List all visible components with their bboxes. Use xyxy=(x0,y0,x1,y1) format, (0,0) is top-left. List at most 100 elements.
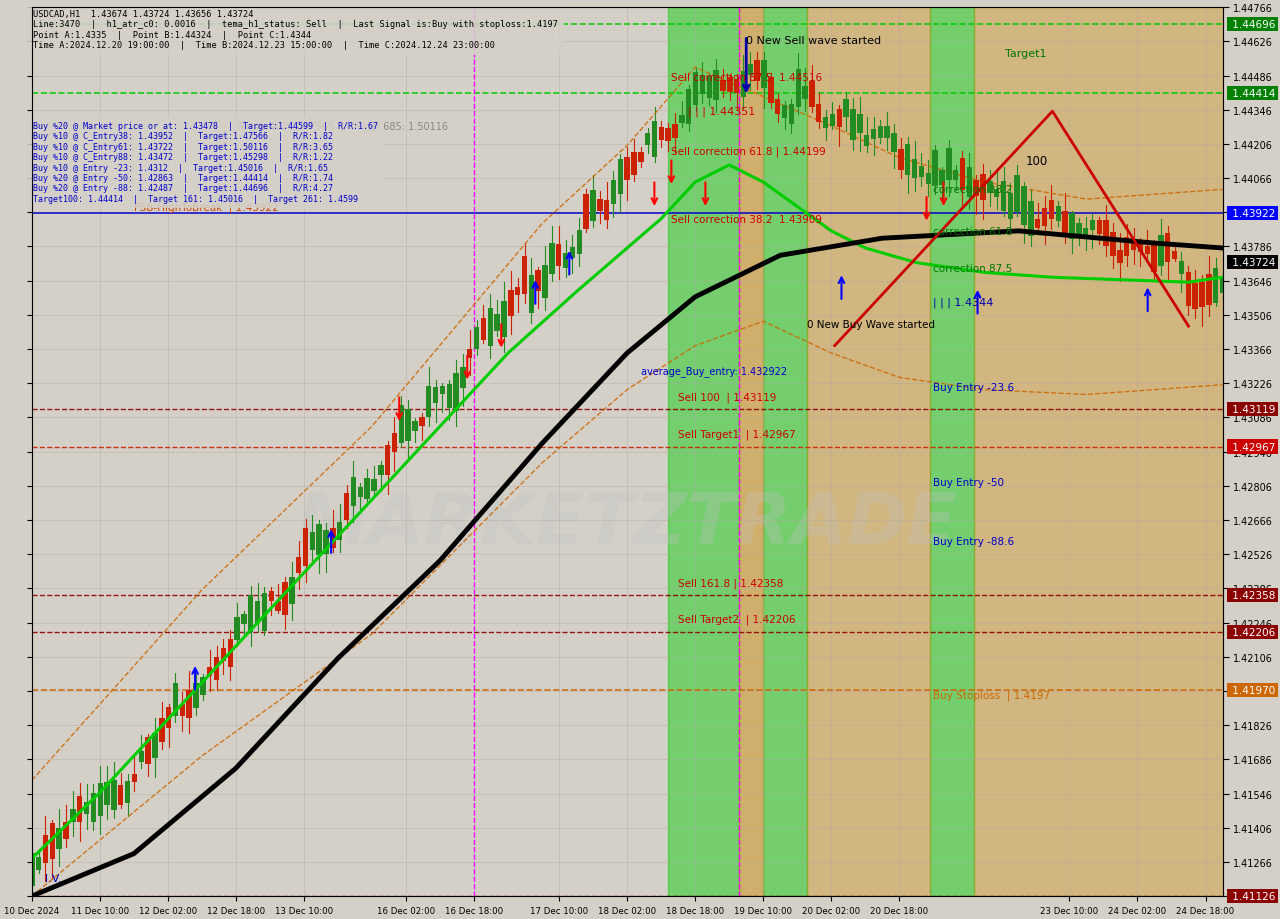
Text: Target 423: 1.47565  |  Target 685: 1.50116: Target 423: 1.47565 | Target 685: 1.5011… xyxy=(236,121,448,132)
Bar xyxy=(385,446,390,475)
Bar xyxy=(748,65,753,75)
Bar xyxy=(721,81,726,92)
Text: Buy %20 @ Market price or at: 1.43478  |  Target:1.44599  |  R/R:1.67
Buy %10 @ : Buy %20 @ Market price or at: 1.43478 | … xyxy=(33,122,378,203)
Bar xyxy=(563,255,568,268)
Text: Target1: Target1 xyxy=(1005,49,1046,59)
Bar xyxy=(426,387,431,418)
Bar xyxy=(371,480,376,492)
Bar xyxy=(63,823,69,839)
Bar xyxy=(234,618,239,641)
Bar xyxy=(42,834,49,863)
Bar xyxy=(803,87,808,99)
Bar xyxy=(740,8,763,896)
Bar xyxy=(823,118,828,129)
Bar xyxy=(762,62,767,89)
Text: Sell Target1  | 1.42967: Sell Target1 | 1.42967 xyxy=(678,429,796,439)
Bar xyxy=(570,247,575,258)
Bar xyxy=(1048,201,1055,220)
Text: 1.43119: 1.43119 xyxy=(1230,405,1276,415)
Text: 1.41970: 1.41970 xyxy=(1230,686,1276,696)
Bar xyxy=(447,384,452,408)
Bar xyxy=(692,74,699,107)
Bar xyxy=(707,77,712,99)
Bar xyxy=(193,684,198,709)
Bar xyxy=(741,72,746,98)
Bar xyxy=(296,557,301,573)
Bar xyxy=(138,751,145,763)
Text: 0 New Sell wave started: 0 New Sell wave started xyxy=(746,37,882,46)
Bar xyxy=(1220,278,1225,294)
Bar xyxy=(700,75,705,95)
Bar xyxy=(774,100,781,115)
Bar xyxy=(365,478,370,500)
Bar xyxy=(1151,244,1157,273)
Text: 1.42967: 1.42967 xyxy=(1230,442,1276,452)
Bar xyxy=(29,854,35,886)
Bar xyxy=(556,245,562,267)
Bar xyxy=(467,349,472,358)
Bar xyxy=(680,116,685,124)
Bar xyxy=(1028,202,1034,237)
Bar xyxy=(549,244,554,275)
Text: Sell correction 87.5  1.44516: Sell correction 87.5 1.44516 xyxy=(672,73,823,83)
Bar xyxy=(754,61,760,82)
Bar xyxy=(1165,233,1170,262)
Bar xyxy=(406,410,411,442)
Text: correction 87.5: correction 87.5 xyxy=(933,263,1012,273)
Bar xyxy=(255,602,260,624)
Text: 1.44414: 1.44414 xyxy=(1230,89,1276,99)
Bar xyxy=(535,271,541,291)
Bar xyxy=(617,160,623,195)
Bar xyxy=(36,857,41,870)
Bar xyxy=(515,288,521,296)
Bar xyxy=(905,144,910,176)
Bar xyxy=(522,256,527,295)
Bar xyxy=(118,786,123,805)
Bar xyxy=(474,328,479,349)
Bar xyxy=(1062,212,1068,235)
Bar xyxy=(248,596,253,632)
Bar xyxy=(611,181,616,205)
Bar xyxy=(1138,245,1143,253)
Bar xyxy=(207,668,212,676)
Bar xyxy=(837,109,842,128)
Bar xyxy=(631,153,636,176)
Bar xyxy=(987,182,992,194)
Bar xyxy=(1185,273,1190,306)
Bar xyxy=(639,153,644,163)
Bar xyxy=(419,418,425,426)
Bar xyxy=(1193,283,1198,310)
Bar xyxy=(173,683,178,717)
Bar xyxy=(1124,238,1129,256)
Bar xyxy=(727,77,732,94)
Text: Buy Stoploss  | 1.4197: Buy Stoploss | 1.4197 xyxy=(933,690,1051,700)
Text: | | | 1.44351: | | | 1.44351 xyxy=(689,107,755,118)
Bar xyxy=(1103,221,1108,246)
Bar xyxy=(166,707,172,728)
Bar xyxy=(1001,182,1006,211)
Bar xyxy=(1021,187,1027,225)
Bar xyxy=(344,494,349,520)
Text: 100: 100 xyxy=(1025,154,1047,167)
Text: | | | 1.4344: | | | 1.4344 xyxy=(933,297,993,308)
Bar xyxy=(179,704,186,717)
Bar xyxy=(56,828,61,849)
Text: Sell 161.8 | 1.42358: Sell 161.8 | 1.42358 xyxy=(678,578,783,588)
Bar xyxy=(529,276,534,313)
Bar xyxy=(808,8,931,896)
Bar xyxy=(1036,220,1041,229)
Bar xyxy=(1089,221,1096,231)
Bar xyxy=(200,677,206,696)
Bar xyxy=(809,82,814,108)
Bar xyxy=(850,109,856,142)
Bar xyxy=(159,718,165,742)
Bar xyxy=(83,802,90,814)
Bar xyxy=(1179,262,1184,275)
Bar xyxy=(899,150,904,171)
Bar xyxy=(412,421,417,432)
Bar xyxy=(392,434,397,453)
Text: Buy Entry -88.6: Buy Entry -88.6 xyxy=(933,537,1015,547)
Bar xyxy=(494,314,500,332)
Bar xyxy=(960,159,965,191)
Bar xyxy=(330,528,335,549)
